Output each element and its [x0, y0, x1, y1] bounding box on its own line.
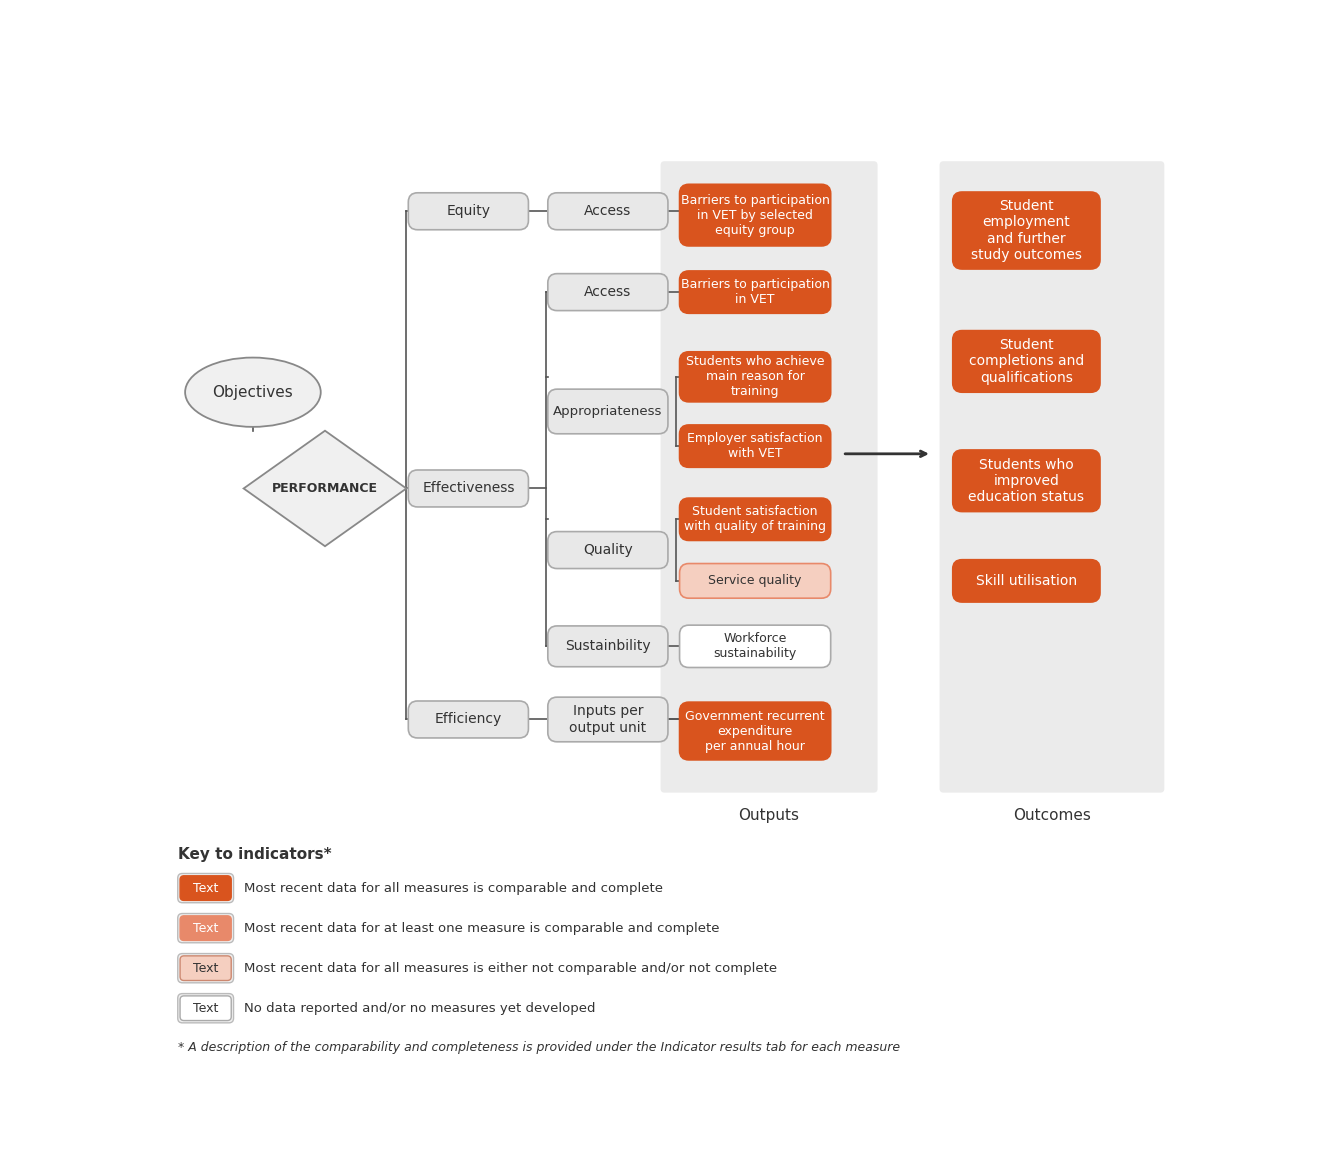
Polygon shape [243, 430, 407, 547]
Text: Access: Access [585, 285, 631, 299]
Text: * A description of the comparability and completeness is provided under the Indi: * A description of the comparability and… [178, 1042, 900, 1054]
Text: Employer satisfaction
with VET: Employer satisfaction with VET [687, 432, 823, 460]
Text: Service quality: Service quality [708, 574, 801, 587]
FancyBboxPatch shape [953, 330, 1100, 392]
Text: Effectiveness: Effectiveness [423, 481, 514, 495]
FancyBboxPatch shape [548, 192, 668, 230]
Text: Outcomes: Outcomes [1013, 808, 1091, 823]
Text: Skill utilisation: Skill utilisation [975, 574, 1076, 588]
Text: Student
employment
and further
study outcomes: Student employment and further study out… [971, 199, 1082, 261]
Text: Workforce
sustainability: Workforce sustainability [714, 632, 797, 661]
FancyBboxPatch shape [548, 532, 668, 569]
Text: Key to indicators*: Key to indicators* [178, 846, 331, 861]
FancyBboxPatch shape [408, 701, 529, 738]
FancyBboxPatch shape [548, 626, 668, 666]
FancyBboxPatch shape [679, 425, 831, 467]
Text: Most recent data for all measures is comparable and complete: Most recent data for all measures is com… [243, 882, 663, 894]
Text: Quality: Quality [583, 543, 633, 557]
FancyBboxPatch shape [953, 559, 1100, 602]
Text: Barriers to participation
in VET: Barriers to participation in VET [680, 279, 829, 306]
Text: Equity: Equity [447, 204, 490, 219]
Text: No data reported and/or no measures yet developed: No data reported and/or no measures yet … [243, 1001, 595, 1015]
Text: PERFORMANCE: PERFORMANCE [272, 482, 377, 495]
FancyBboxPatch shape [953, 450, 1100, 511]
Text: Government recurrent
expenditure
per annual hour: Government recurrent expenditure per ann… [686, 709, 825, 753]
FancyBboxPatch shape [179, 876, 231, 900]
FancyBboxPatch shape [679, 625, 831, 668]
FancyBboxPatch shape [179, 996, 231, 1021]
Text: Student satisfaction
with quality of training: Student satisfaction with quality of tra… [684, 505, 827, 533]
Text: Student
completions and
qualifications: Student completions and qualifications [969, 338, 1084, 384]
FancyBboxPatch shape [679, 184, 831, 246]
FancyBboxPatch shape [548, 274, 668, 311]
Text: Students who
improved
education status: Students who improved education status [969, 458, 1084, 504]
Text: Text: Text [193, 922, 218, 935]
FancyBboxPatch shape [679, 702, 831, 760]
FancyBboxPatch shape [179, 916, 231, 940]
FancyBboxPatch shape [408, 470, 529, 506]
FancyBboxPatch shape [548, 698, 668, 741]
Text: Text: Text [193, 1001, 218, 1015]
FancyBboxPatch shape [679, 270, 831, 313]
FancyBboxPatch shape [548, 389, 668, 434]
Text: Appropriateness: Appropriateness [553, 405, 663, 418]
Text: Students who achieve
main reason for
training: Students who achieve main reason for tra… [686, 356, 824, 398]
Ellipse shape [185, 358, 320, 427]
FancyBboxPatch shape [940, 161, 1164, 793]
Text: Most recent data for at least one measure is comparable and complete: Most recent data for at least one measur… [243, 922, 719, 935]
Text: Efficiency: Efficiency [435, 712, 502, 726]
FancyBboxPatch shape [408, 192, 529, 230]
FancyBboxPatch shape [679, 352, 831, 402]
FancyBboxPatch shape [178, 953, 234, 983]
Text: Outputs: Outputs [739, 808, 800, 823]
FancyBboxPatch shape [679, 498, 831, 541]
FancyBboxPatch shape [679, 564, 831, 599]
Text: Inputs per
output unit: Inputs per output unit [569, 704, 646, 734]
FancyBboxPatch shape [178, 914, 234, 943]
FancyBboxPatch shape [661, 161, 877, 793]
Text: Most recent data for all measures is either not comparable and/or not complete: Most recent data for all measures is eit… [243, 962, 776, 975]
Text: Barriers to participation
in VET by selected
equity group: Barriers to participation in VET by sele… [680, 193, 829, 237]
FancyBboxPatch shape [179, 955, 231, 981]
Text: Access: Access [585, 204, 631, 219]
FancyBboxPatch shape [953, 192, 1100, 269]
Text: Text: Text [193, 882, 218, 894]
Text: Sustainbility: Sustainbility [565, 639, 651, 654]
FancyBboxPatch shape [178, 993, 234, 1023]
Text: Objectives: Objectives [213, 384, 294, 399]
FancyBboxPatch shape [178, 874, 234, 902]
Text: Text: Text [193, 962, 218, 975]
